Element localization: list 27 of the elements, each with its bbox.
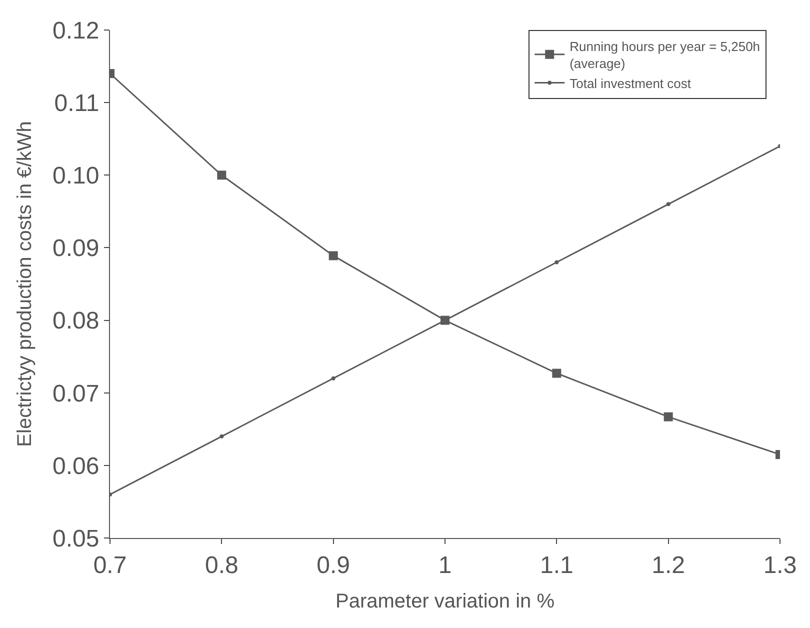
x-tick-label: 1 (438, 552, 452, 579)
point (328, 251, 338, 260)
point (220, 434, 224, 438)
y-tick-label: 0.06 (52, 452, 100, 480)
x-tick-label: 1.3 (763, 552, 797, 579)
y-axis-title: Electrictyy production costs in €/kWh (14, 121, 36, 447)
x-axis-title: Parameter variation in % (336, 590, 555, 612)
point (664, 412, 673, 422)
point (331, 376, 336, 380)
point (666, 202, 670, 206)
x-tick-label: 0.9 (316, 552, 350, 579)
y-tick-label: 0.11 (54, 90, 100, 117)
point (554, 260, 559, 264)
y-tick-label: 0.10 (52, 162, 100, 190)
point (217, 170, 226, 180)
y-tick-label: 0.05 (52, 525, 100, 552)
x-tick-label: 0.7 (93, 552, 127, 579)
legend-label: Total investment cost (570, 76, 692, 91)
y-tick-label: 0.12 (52, 17, 100, 44)
point (552, 368, 562, 378)
y-tick-label: 0.09 (52, 235, 100, 262)
x-tick-label: 1.2 (652, 552, 686, 579)
legend-label: Running hours per year = 5,250h (average) (570, 39, 760, 71)
x-tick-label: 0.8 (204, 552, 238, 579)
y-tick-label: 0.08 (52, 308, 100, 335)
y-tick-label: 0.07 (52, 380, 100, 408)
x-tick-label: 1.1 (540, 552, 574, 579)
